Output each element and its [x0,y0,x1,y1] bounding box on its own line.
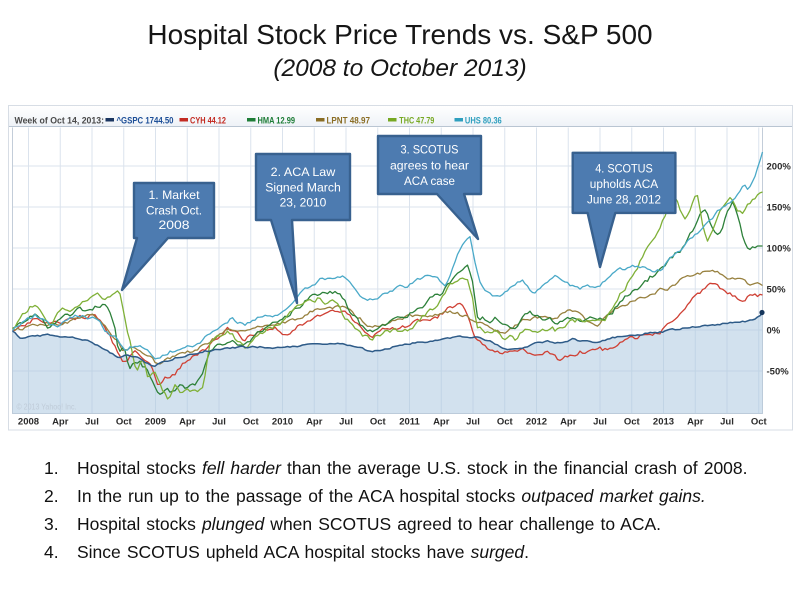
svg-text:0%: 0% [767,326,781,337]
svg-text:2011: 2011 [399,417,420,428]
svg-text:Apr: Apr [687,417,704,428]
svg-text:Oct: Oct [751,417,768,428]
svg-text:© 2013 Yahoo! Inc.: © 2013 Yahoo! Inc. [17,402,77,412]
svg-text:50%: 50% [767,285,787,296]
svg-text:100%: 100% [767,244,792,255]
svg-text:Oct: Oct [116,417,133,428]
svg-text:CYH 44.12: CYH 44.12 [190,116,226,127]
svg-text:Crash Oct.: Crash Oct. [146,204,202,218]
svg-text:Jul: Jul [212,417,226,428]
svg-text:4. SCOTUS: 4. SCOTUS [595,161,653,175]
svg-text:2008: 2008 [159,218,190,232]
svg-text:upholds ACA: upholds ACA [590,177,659,191]
svg-text:Oct: Oct [243,417,260,428]
svg-text:^GSPC 1744.50: ^GSPC 1744.50 [117,116,174,127]
svg-text:Jul: Jul [85,417,99,428]
svg-text:Oct: Oct [497,417,514,428]
svg-text:HMA 12.99: HMA 12.99 [258,116,296,127]
svg-text:June 28, 2012: June 28, 2012 [587,193,661,207]
svg-text:1. Market: 1. Market [149,188,201,202]
svg-text:UHS 80.36: UHS 80.36 [465,116,502,127]
svg-text:Apr: Apr [179,417,196,428]
svg-text:LPNT 48.97: LPNT 48.97 [327,116,371,127]
svg-text:200%: 200% [767,162,792,173]
svg-text:agrees to hear: agrees to hear [390,158,469,172]
svg-text:2012: 2012 [526,417,547,428]
svg-text:2. ACA Law: 2. ACA Law [271,165,336,179]
svg-text:Signed March: Signed March [265,180,341,194]
svg-text:Jul: Jul [466,417,480,428]
svg-text:Oct: Oct [370,417,387,428]
svg-text:Apr: Apr [306,417,323,428]
svg-text:2010: 2010 [272,417,293,428]
svg-text:Jul: Jul [593,417,607,428]
svg-text:Week of Oct 14, 2013:: Week of Oct 14, 2013: [15,116,105,127]
svg-text:-50%: -50% [767,367,790,378]
svg-text:Jul: Jul [339,417,353,428]
svg-text:Oct: Oct [624,417,641,428]
svg-text:THC 47.79: THC 47.79 [399,116,434,127]
svg-text:2013: 2013 [653,417,674,428]
svg-text:Apr: Apr [560,417,577,428]
svg-text:150%: 150% [767,203,792,214]
svg-text:2009: 2009 [145,417,166,428]
svg-text:3. SCOTUS: 3. SCOTUS [401,142,459,156]
svg-text:Apr: Apr [52,417,69,428]
svg-text:Apr: Apr [433,417,450,428]
svg-text:ACA case: ACA case [404,174,455,188]
svg-text:23, 2010: 23, 2010 [280,196,327,210]
svg-text:Jul: Jul [720,417,734,428]
svg-text:2008: 2008 [18,417,39,428]
